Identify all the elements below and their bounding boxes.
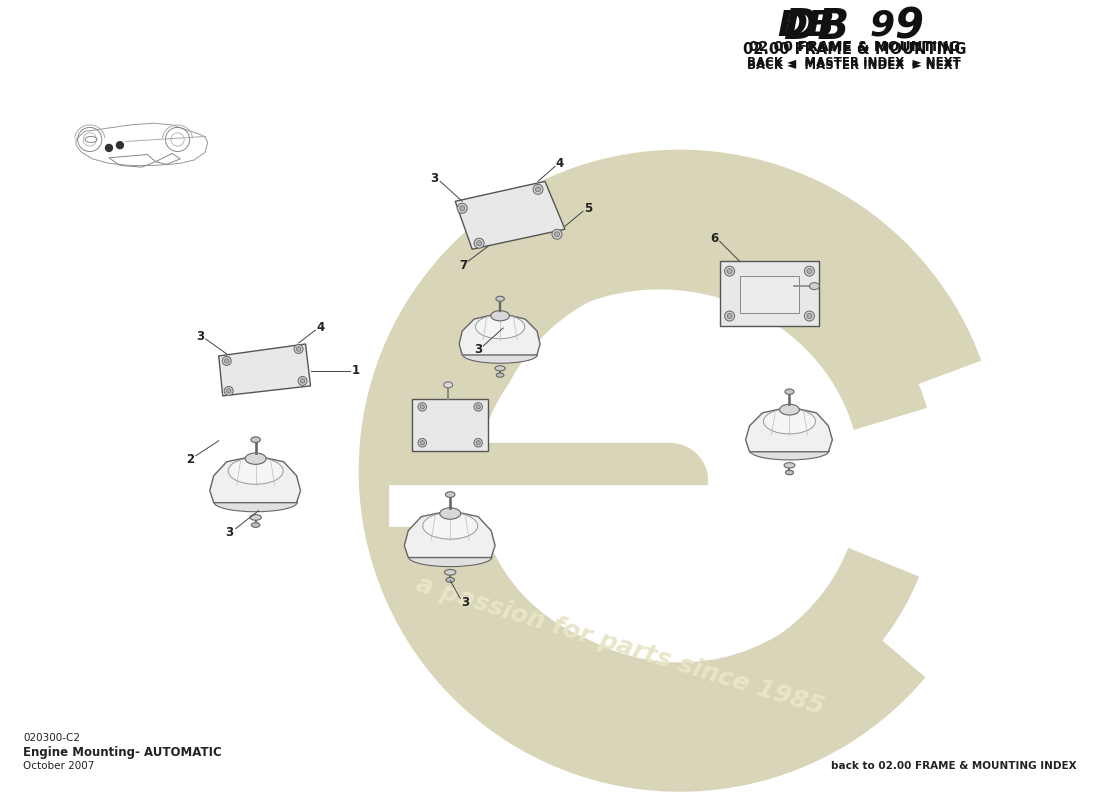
Text: BACK ◄  MASTER INDEX  ► NEXT: BACK ◄ MASTER INDEX ► NEXT (748, 56, 961, 69)
Circle shape (298, 377, 307, 386)
Circle shape (476, 241, 482, 246)
Circle shape (222, 357, 231, 366)
Text: BACK ◄  MASTER INDEX  ► NEXT: BACK ◄ MASTER INDEX ► NEXT (748, 59, 961, 72)
Circle shape (725, 266, 735, 276)
Circle shape (804, 266, 814, 276)
Polygon shape (219, 344, 310, 396)
Text: DB: DB (783, 6, 849, 48)
Text: 3: 3 (461, 596, 470, 609)
Text: 1: 1 (351, 365, 360, 378)
Text: 9: 9 (869, 9, 894, 42)
Circle shape (807, 269, 812, 274)
Text: 3: 3 (474, 343, 482, 357)
Circle shape (725, 311, 735, 321)
Circle shape (536, 187, 540, 192)
Circle shape (476, 441, 481, 445)
Circle shape (474, 402, 483, 411)
Text: 4: 4 (556, 157, 564, 170)
Ellipse shape (446, 492, 455, 498)
Text: 6: 6 (711, 232, 718, 245)
Ellipse shape (245, 453, 266, 464)
Ellipse shape (250, 514, 262, 520)
Text: 7: 7 (459, 258, 468, 272)
Circle shape (804, 311, 814, 321)
Polygon shape (405, 510, 495, 558)
Circle shape (296, 346, 300, 351)
Circle shape (418, 438, 427, 447)
Circle shape (727, 314, 733, 318)
Text: 02.00 FRAME & MOUNTING: 02.00 FRAME & MOUNTING (749, 40, 960, 54)
Text: 02.00 FRAME & MOUNTING: 02.00 FRAME & MOUNTING (742, 42, 966, 57)
Ellipse shape (784, 462, 795, 468)
Text: 3: 3 (226, 526, 234, 539)
Ellipse shape (408, 548, 492, 566)
Ellipse shape (750, 442, 829, 460)
Polygon shape (739, 276, 800, 313)
Circle shape (807, 314, 812, 318)
Polygon shape (746, 407, 833, 452)
Circle shape (420, 405, 425, 409)
Circle shape (418, 402, 427, 411)
Text: 5: 5 (584, 202, 592, 214)
Ellipse shape (785, 389, 794, 394)
Ellipse shape (496, 373, 504, 378)
Text: October 2007: October 2007 (23, 761, 95, 771)
Ellipse shape (252, 522, 260, 527)
Circle shape (554, 232, 560, 237)
Ellipse shape (443, 382, 453, 388)
Polygon shape (412, 399, 488, 450)
Text: back to 02.00 FRAME & MOUNTING INDEX: back to 02.00 FRAME & MOUNTING INDEX (832, 761, 1077, 771)
Ellipse shape (213, 493, 297, 512)
Circle shape (106, 145, 112, 151)
Circle shape (224, 386, 233, 395)
Ellipse shape (495, 366, 505, 371)
Ellipse shape (251, 437, 261, 442)
Ellipse shape (228, 458, 283, 484)
Circle shape (474, 438, 483, 447)
Circle shape (474, 238, 484, 248)
Text: Engine Mounting- AUTOMATIC: Engine Mounting- AUTOMATIC (23, 746, 222, 758)
Polygon shape (210, 456, 300, 502)
Text: 2: 2 (186, 454, 194, 466)
Ellipse shape (491, 310, 509, 321)
Circle shape (300, 378, 305, 383)
Ellipse shape (446, 578, 454, 582)
Circle shape (727, 269, 733, 274)
Text: 3: 3 (430, 172, 438, 185)
Circle shape (552, 230, 562, 239)
Ellipse shape (763, 409, 815, 434)
Circle shape (420, 441, 425, 445)
Ellipse shape (422, 513, 477, 539)
Ellipse shape (496, 296, 505, 302)
Text: a passion for parts since 1985: a passion for parts since 1985 (412, 572, 827, 719)
Text: 9: 9 (894, 6, 923, 48)
Polygon shape (459, 313, 540, 355)
Circle shape (460, 206, 464, 210)
Circle shape (224, 358, 229, 363)
Circle shape (476, 405, 481, 409)
Text: 3: 3 (196, 330, 204, 342)
Circle shape (534, 184, 543, 194)
Text: 4: 4 (317, 321, 324, 334)
Circle shape (117, 142, 123, 149)
Circle shape (294, 345, 302, 354)
Ellipse shape (475, 315, 525, 338)
Ellipse shape (463, 346, 538, 363)
Ellipse shape (810, 282, 820, 290)
Polygon shape (455, 182, 565, 250)
Ellipse shape (780, 404, 800, 415)
Ellipse shape (440, 508, 461, 519)
Ellipse shape (444, 570, 455, 575)
Text: DB: DB (777, 9, 835, 42)
Polygon shape (719, 261, 820, 326)
Ellipse shape (785, 470, 793, 474)
Circle shape (458, 203, 468, 214)
Circle shape (227, 389, 231, 393)
Text: 020300-C2: 020300-C2 (23, 733, 80, 743)
